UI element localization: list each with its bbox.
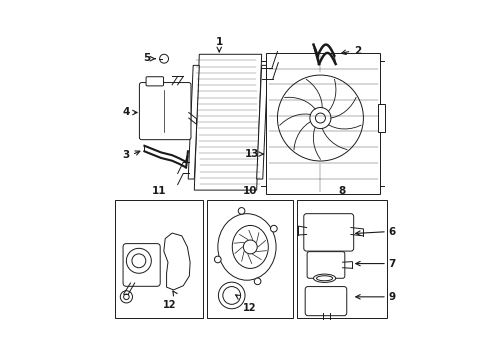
- Circle shape: [219, 282, 245, 309]
- Text: 5: 5: [144, 53, 151, 63]
- Text: 10: 10: [243, 186, 257, 195]
- Text: 2: 2: [354, 46, 361, 56]
- Circle shape: [238, 208, 245, 214]
- Text: 12: 12: [163, 300, 176, 310]
- Text: 8: 8: [338, 186, 345, 195]
- FancyBboxPatch shape: [305, 287, 347, 316]
- Polygon shape: [257, 66, 268, 179]
- Bar: [115, 200, 203, 318]
- Text: 3: 3: [122, 150, 130, 159]
- Circle shape: [126, 248, 151, 273]
- Circle shape: [215, 256, 221, 263]
- FancyBboxPatch shape: [123, 244, 160, 286]
- Circle shape: [120, 291, 132, 303]
- Circle shape: [123, 294, 129, 300]
- Circle shape: [160, 54, 169, 63]
- Circle shape: [277, 75, 364, 161]
- Text: 1: 1: [216, 37, 223, 48]
- Ellipse shape: [232, 225, 269, 269]
- Text: 7: 7: [389, 258, 396, 269]
- Text: 12: 12: [243, 303, 256, 313]
- FancyBboxPatch shape: [140, 82, 191, 140]
- Bar: [267, 53, 380, 194]
- Text: 9: 9: [389, 292, 395, 302]
- Circle shape: [223, 287, 241, 304]
- Ellipse shape: [218, 214, 276, 280]
- Bar: [207, 200, 293, 318]
- Text: 11: 11: [152, 186, 166, 195]
- Circle shape: [244, 240, 257, 254]
- Polygon shape: [188, 66, 199, 179]
- Circle shape: [132, 254, 146, 268]
- Bar: [297, 200, 387, 318]
- FancyBboxPatch shape: [304, 214, 354, 251]
- Polygon shape: [195, 54, 262, 190]
- FancyBboxPatch shape: [146, 77, 164, 86]
- Ellipse shape: [317, 276, 333, 281]
- Circle shape: [270, 225, 277, 232]
- Circle shape: [316, 113, 325, 123]
- Circle shape: [310, 108, 331, 129]
- Ellipse shape: [314, 274, 336, 283]
- Bar: [378, 104, 385, 132]
- Circle shape: [254, 278, 261, 285]
- Text: 6: 6: [389, 227, 395, 237]
- Text: 13: 13: [245, 149, 259, 159]
- Text: 4: 4: [122, 108, 130, 117]
- FancyBboxPatch shape: [307, 252, 345, 278]
